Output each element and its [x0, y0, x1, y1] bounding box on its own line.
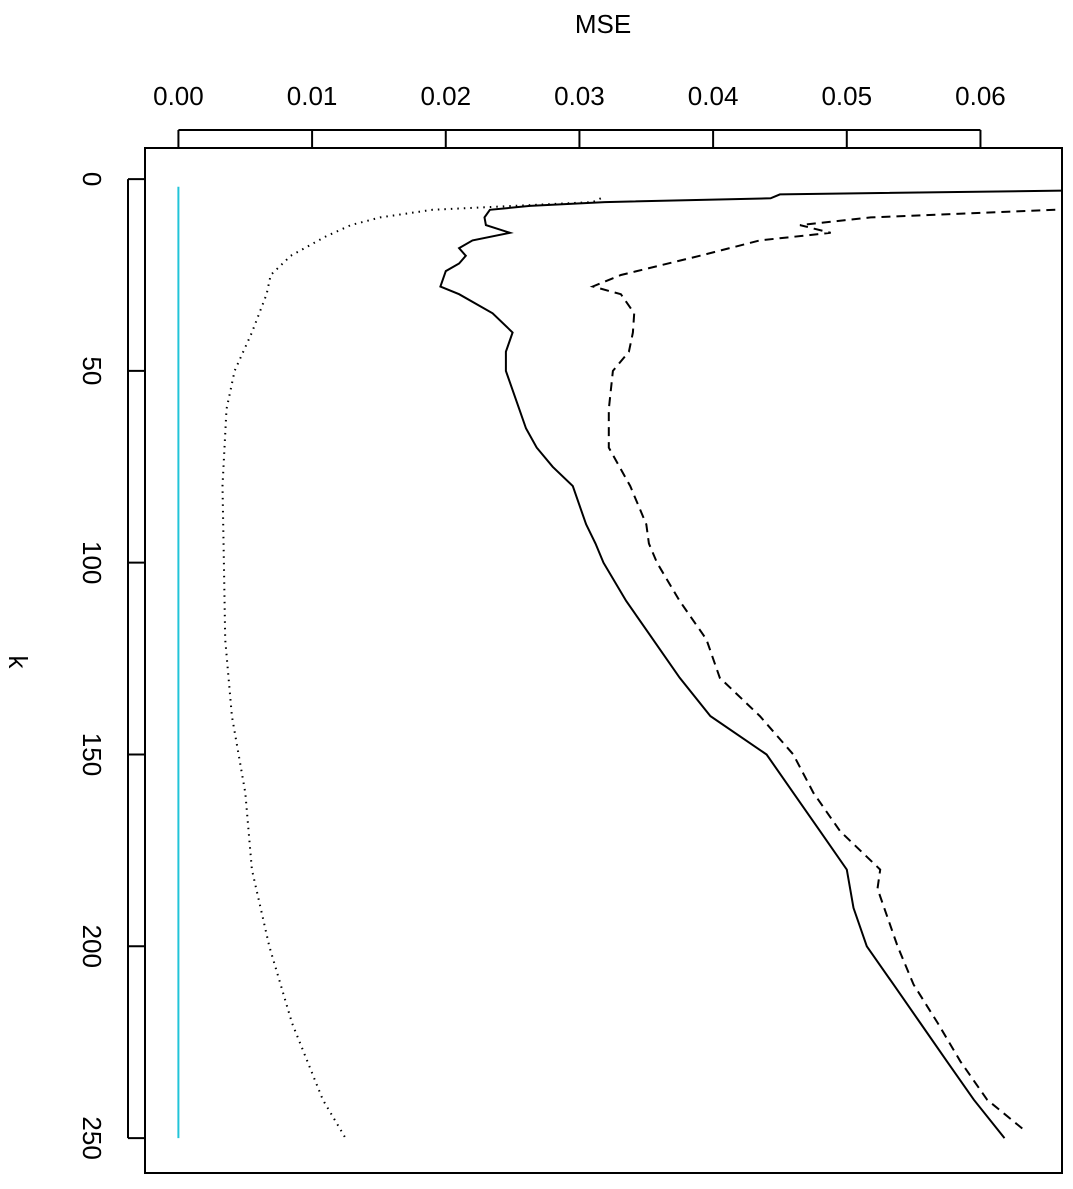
series-line [589, 208, 1056, 1132]
top-tick-label: 0.04 [688, 81, 739, 111]
left-tick-label: 250 [77, 1116, 107, 1159]
top-tick-label: 0.03 [554, 81, 605, 111]
left-tick-label: 100 [77, 541, 107, 584]
left-tick-label: 150 [77, 733, 107, 776]
top-tick-label: 0.05 [821, 81, 872, 111]
left-tick-label: 0 [77, 172, 107, 186]
top-tick-label: 0.00 [153, 81, 204, 111]
series-line [221, 197, 602, 1139]
left-tick-label: 50 [77, 356, 107, 385]
left-axis-title: k [3, 656, 33, 670]
top-tick-label: 0.02 [420, 81, 471, 111]
left-tick-label: 200 [77, 925, 107, 968]
top-axis-title: MSE [575, 9, 631, 39]
top-tick-label: 0.06 [955, 81, 1006, 111]
top-tick-label: 0.01 [287, 81, 338, 111]
plot-frame [144, 147, 1063, 1174]
series-line [439, 189, 1062, 1139]
